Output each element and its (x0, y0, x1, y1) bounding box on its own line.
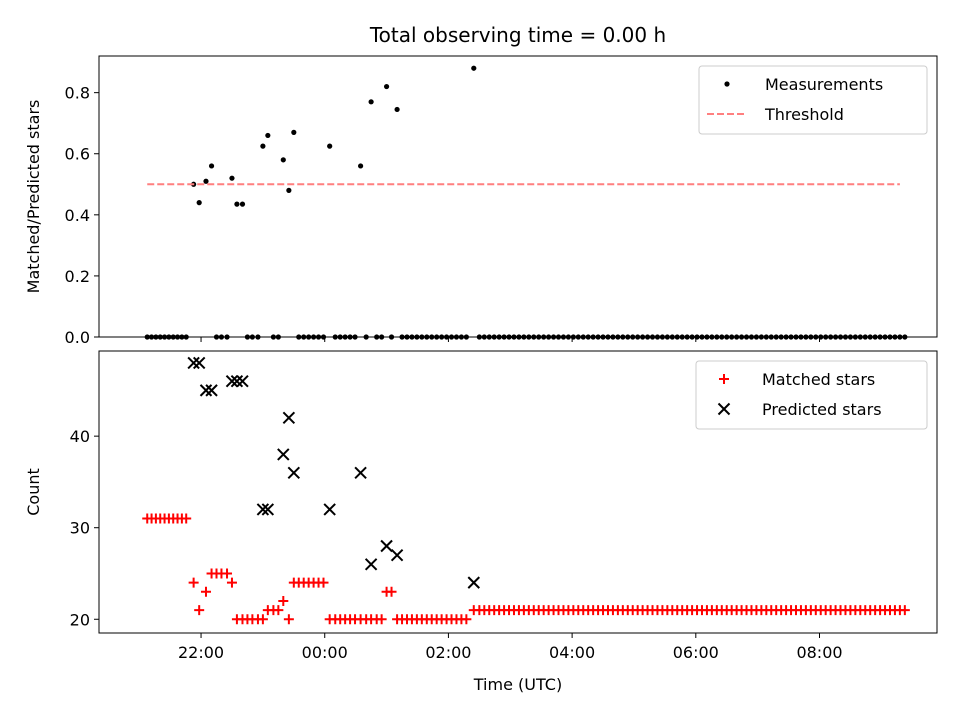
predicted-stars-point (192, 356, 206, 370)
predicted-stars-point (390, 548, 404, 562)
count-panel-frame (98, 350, 938, 634)
measurements-point (208, 163, 215, 169)
count-y-axis: 20 30 40 (70, 427, 99, 629)
y-tick-label: 0.0 (65, 328, 90, 347)
y-tick-label: 0.8 (65, 84, 90, 103)
measurements-point (383, 83, 390, 90)
predicted-stars-point (364, 558, 378, 571)
legend-threshold-label: Threshold (764, 105, 844, 124)
ratio-y-axis-label: Matched/Predicted stars (24, 100, 43, 294)
count-y-axis-label: Count (24, 468, 43, 516)
x-tick-label: 04:00 (549, 643, 595, 662)
predicted-stars-point (467, 576, 480, 589)
predicted-stars-point (230, 375, 244, 388)
legend-measurements-label: Measurements (765, 75, 883, 94)
predicted-stars-point (282, 411, 296, 425)
measurements-point (229, 175, 235, 181)
predicted-stars-point (287, 466, 301, 479)
legend-matched-stars-label: Matched stars (762, 370, 875, 389)
predicted-stars-point (380, 539, 393, 553)
y-tick-label: 0.4 (65, 206, 90, 225)
measurements-point (358, 163, 364, 169)
matched-stars-point (194, 605, 205, 616)
x-tick-label: 08:00 (796, 643, 842, 662)
chart-title: Total observing time = 0.00 h (369, 23, 666, 47)
legend-predicted-stars-swatch (717, 402, 731, 416)
count-marks (142, 356, 910, 625)
measurements-point (394, 106, 400, 113)
measurements-point (260, 143, 266, 149)
y-tick-label: 0.6 (65, 145, 90, 164)
matched-stars-point (273, 605, 284, 616)
y-tick-label: 0.2 (65, 267, 90, 286)
y-tick-label: 40 (70, 427, 90, 446)
x-tick-label: 22:00 (178, 643, 224, 662)
matched-stars-point (222, 568, 233, 579)
ratio-panel-frame (98, 55, 938, 338)
matched-stars-point (318, 577, 329, 588)
legend-predicted-stars-label: Predicted stars (762, 400, 882, 419)
predicted-stars-point (277, 448, 290, 461)
predicted-stars-point (205, 384, 218, 397)
count-legend: Matched stars Predicted stars (695, 360, 928, 430)
legend-matched-stars-swatch (719, 374, 729, 384)
matched-stars-point (283, 614, 294, 625)
measurements-point (291, 129, 297, 135)
measurements-point (280, 157, 286, 163)
predicted-stars-point (261, 503, 275, 516)
predicted-stars-point (187, 356, 200, 370)
matched-stars-point (226, 577, 237, 588)
matched-stars-point (257, 614, 268, 625)
x-tick-label: 00:00 (302, 643, 348, 662)
x-tick-label: 06:00 (673, 643, 719, 662)
matched-stars-point (899, 605, 910, 616)
measurements-point (239, 201, 246, 207)
predicted-stars-point (199, 384, 213, 397)
matched-stars-point (386, 586, 397, 597)
legend-box (698, 65, 928, 135)
ratio-panel: 0.00.20.40.60.8 Matched/Predicted stars … (24, 55, 938, 347)
predicted-stars-point (225, 375, 239, 388)
predicted-stars-point (323, 503, 336, 516)
measurements-point (286, 187, 292, 193)
legend-box (695, 360, 928, 430)
y-tick-label: 30 (70, 519, 90, 538)
matched-stars-point (188, 577, 199, 588)
count-panel: 20 30 40 22:00 00:00 02:00 04:00 06:00 08:00 Co… (24, 350, 938, 662)
predicted-stars-point (256, 503, 270, 516)
ratio-x-axis (200, 337, 820, 342)
predicted-stars-point (236, 375, 249, 388)
x-axis-label: Time (UTC) (473, 675, 562, 694)
measurements-point (265, 132, 271, 139)
measurements-point (368, 99, 374, 105)
ratio-legend: Measurements Threshold (698, 65, 928, 135)
legend-measurements-swatch (724, 81, 730, 87)
matched-stars-point (376, 614, 387, 625)
measurements-point (327, 143, 333, 149)
measurements-point (234, 201, 240, 207)
measurements-point (196, 200, 202, 206)
measurements-point (203, 178, 209, 184)
predicted-stars-point (354, 466, 367, 479)
measurements-point (471, 65, 477, 71)
matched-stars-point (278, 595, 289, 606)
matched-stars-point (461, 614, 472, 625)
matched-stars-point (200, 586, 211, 597)
y-tick-label: 20 (70, 610, 90, 629)
ratio-y-axis: 0.0 0.2 0.4 0.6 0.8 (65, 84, 99, 347)
matched-stars-point (181, 513, 192, 524)
x-tick-label: 02:00 (425, 643, 471, 662)
count-x-axis: 22:00 00:00 02:00 04:00 06:00 08:00 (178, 633, 843, 662)
